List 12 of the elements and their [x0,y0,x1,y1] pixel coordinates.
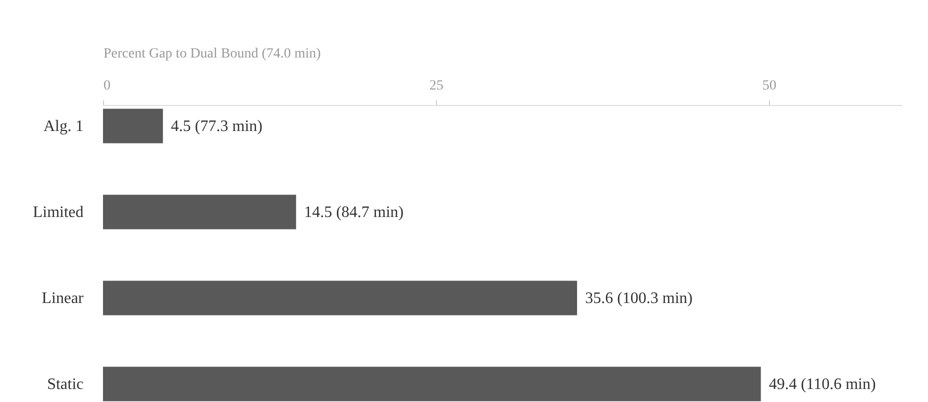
y-tick-label: Static [47,376,84,394]
y-tick-label: Linear [42,290,84,308]
data-label: 35.6 (100.3 min) [585,290,693,308]
data-label: 14.5 (84.7 min) [304,204,404,221]
y-tick-label: Alg. 1 [44,118,84,135]
x-tick-label: 0 [104,78,110,94]
x-axis-title: Percent Gap to Dual Bound (74.0 min) [104,46,322,62]
data-label: 4.5 (77.3 min) [170,118,262,135]
data-label: 49.4 (110.6 min) [768,376,876,394]
y-tick-label: Limited [32,204,84,221]
x-tick-label: 50 [762,78,776,94]
x-tick-label: 25 [429,78,444,94]
